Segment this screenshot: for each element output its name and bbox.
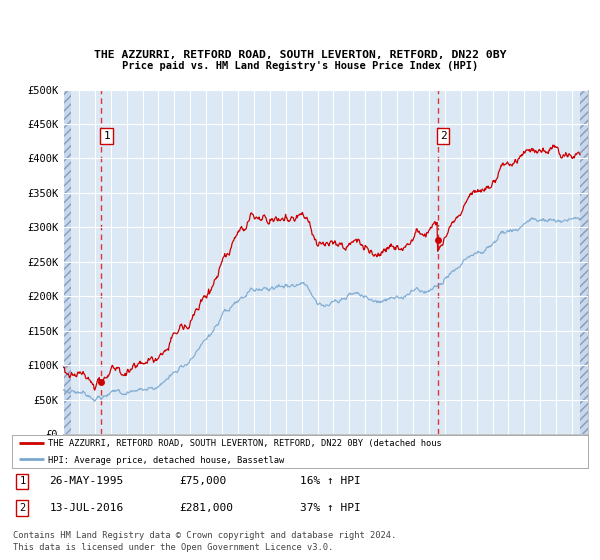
Text: This data is licensed under the Open Government Licence v3.0.: This data is licensed under the Open Gov… bbox=[13, 543, 334, 552]
Text: 1: 1 bbox=[103, 131, 110, 141]
Text: THE AZZURRI, RETFORD ROAD, SOUTH LEVERTON, RETFORD, DN22 0BY (detached hous: THE AZZURRI, RETFORD ROAD, SOUTH LEVERTO… bbox=[48, 440, 442, 449]
Text: Contains HM Land Registry data © Crown copyright and database right 2024.: Contains HM Land Registry data © Crown c… bbox=[13, 531, 397, 540]
Text: 37% ↑ HPI: 37% ↑ HPI bbox=[300, 503, 361, 513]
Text: 16% ↑ HPI: 16% ↑ HPI bbox=[300, 477, 361, 487]
Text: HPI: Average price, detached house, Bassetlaw: HPI: Average price, detached house, Bass… bbox=[48, 456, 284, 465]
Text: £75,000: £75,000 bbox=[179, 477, 226, 487]
Text: THE AZZURRI, RETFORD ROAD, SOUTH LEVERTON, RETFORD, DN22 0BY: THE AZZURRI, RETFORD ROAD, SOUTH LEVERTO… bbox=[94, 50, 506, 60]
Text: £281,000: £281,000 bbox=[179, 503, 233, 513]
Text: Price paid vs. HM Land Registry's House Price Index (HPI): Price paid vs. HM Land Registry's House … bbox=[122, 61, 478, 71]
Text: 26-MAY-1995: 26-MAY-1995 bbox=[49, 477, 124, 487]
Bar bbox=[63, 90, 71, 434]
Bar bbox=[580, 90, 588, 434]
Text: 2: 2 bbox=[19, 503, 25, 513]
Text: 2: 2 bbox=[440, 131, 446, 141]
Text: 1: 1 bbox=[19, 477, 25, 487]
Text: 13-JUL-2016: 13-JUL-2016 bbox=[49, 503, 124, 513]
